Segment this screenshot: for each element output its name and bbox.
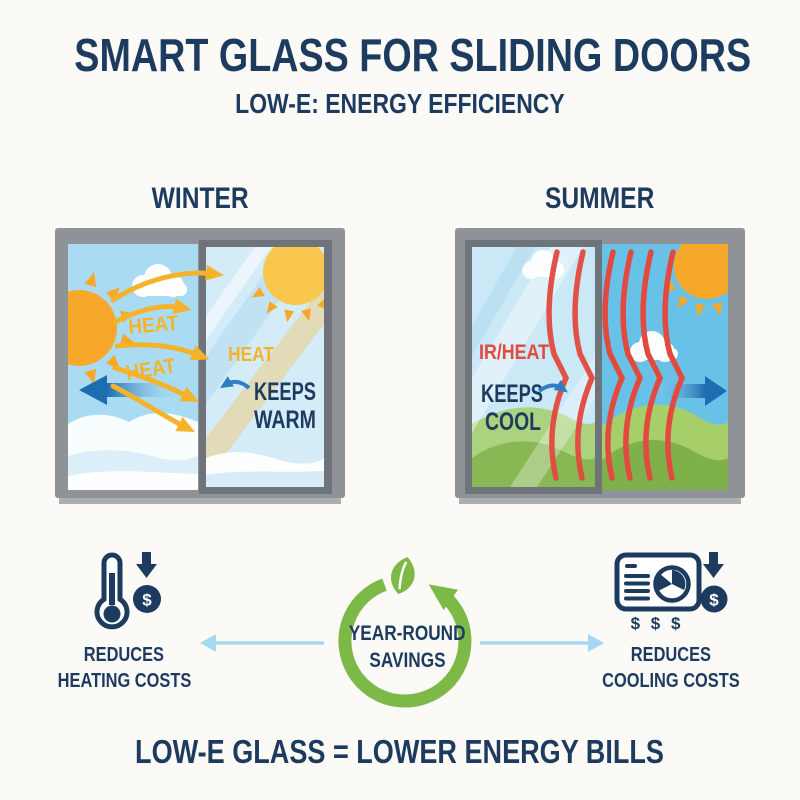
- fan-icon: [652, 565, 691, 603]
- front-hill: [472, 441, 595, 487]
- ir-heat-waves-blocked: [546, 249, 595, 481]
- summer-label: SUMMER: [545, 182, 655, 215]
- glass-highlight: [206, 247, 271, 340]
- thermometer-dollar-icon: $: [94, 552, 161, 630]
- summer-door-illustration: IR/HEAT KEEPS COOL: [455, 228, 745, 504]
- ir-heat-label: IR/HEAT: [479, 341, 549, 364]
- year-round-savings-label: YEAR-ROUND SAVINGS: [348, 621, 466, 672]
- footer-title: LOW-E GLASS = LOWER ENERGY BILLS: [135, 733, 665, 770]
- sun-through-glass-icon: [251, 247, 324, 323]
- cooling-benefit: $ $ $ $ REDUCES COOLING COSTS: [568, 547, 773, 694]
- keeps-warm-arrow-icon: [219, 376, 251, 390]
- winter-door-illustration: HEAT HEAT HEAT KEEPS WARM: [55, 228, 345, 504]
- air-conditioner-dollar-icon: $ $ $ $: [614, 552, 727, 633]
- dollar-coin-icon: $: [700, 585, 727, 613]
- keeps-cool-arrow-icon: [537, 380, 568, 393]
- snow-foreground: [68, 471, 198, 490]
- sun-icon: [68, 271, 136, 385]
- heating-benefit-label: REDUCES HEATING COSTS: [57, 644, 191, 692]
- keeps-warm-line2: WARM: [254, 406, 316, 434]
- benefits-row: $ REDUCES HEATING COSTS: [0, 545, 800, 725]
- page-subtitle-text: LOW-E: ENERGY EFFICIENCY: [235, 88, 565, 119]
- summer-left-pane: IR/HEAT KEEPS COOL: [472, 247, 595, 487]
- winter-label: WINTER: [151, 182, 249, 215]
- summer-right-pane: [602, 244, 728, 490]
- cooling-benefit-label: REDUCES COOLING COSTS: [601, 644, 740, 692]
- winter-heat-label-1: HEAT: [127, 312, 179, 339]
- sun-icon: [661, 244, 728, 318]
- ir-heat-waves: [602, 249, 686, 481]
- heating-benefit: $ REDUCES HEATING COSTS: [24, 547, 224, 694]
- leaf-icon: [390, 557, 415, 594]
- winter-right-pane: [206, 247, 324, 487]
- keeps-warm-line1: KEEPS: [254, 378, 316, 406]
- winter-left-pane: [68, 244, 198, 490]
- keeps-cool-line1: KEEPS: [481, 380, 543, 408]
- page-title: SMART GLASS FOR SLIDING DOORS: [0, 28, 800, 82]
- snow-band: [206, 471, 324, 487]
- right-connector-arrow: [480, 634, 604, 652]
- dollars-label: $ $ $: [630, 614, 683, 633]
- front-hill: [602, 440, 728, 490]
- left-connector-arrow: [200, 634, 324, 652]
- leaf-cycle-icon: [338, 557, 472, 708]
- keeps-cool-line2: COOL: [485, 408, 541, 436]
- glass-highlight: [472, 247, 583, 433]
- winter-heat-label-3: HEAT: [228, 344, 274, 366]
- page-title-text: SMART GLASS FOR SLIDING DOORS: [74, 29, 752, 81]
- sun-beam: [206, 284, 324, 480]
- down-arrow-icon: [136, 552, 157, 578]
- glass-reflection: [472, 247, 535, 356]
- page-subtitle: LOW-E: ENERGY EFFICIENCY: [0, 88, 800, 120]
- heat-arrows: [110, 264, 224, 433]
- svg-text:$: $: [142, 591, 152, 610]
- down-arrow-icon: [702, 552, 724, 578]
- svg-text:$: $: [709, 591, 719, 610]
- year-round-savings: YEAR-ROUND SAVINGS: [322, 553, 492, 723]
- dollar-coin-icon: $: [133, 585, 161, 613]
